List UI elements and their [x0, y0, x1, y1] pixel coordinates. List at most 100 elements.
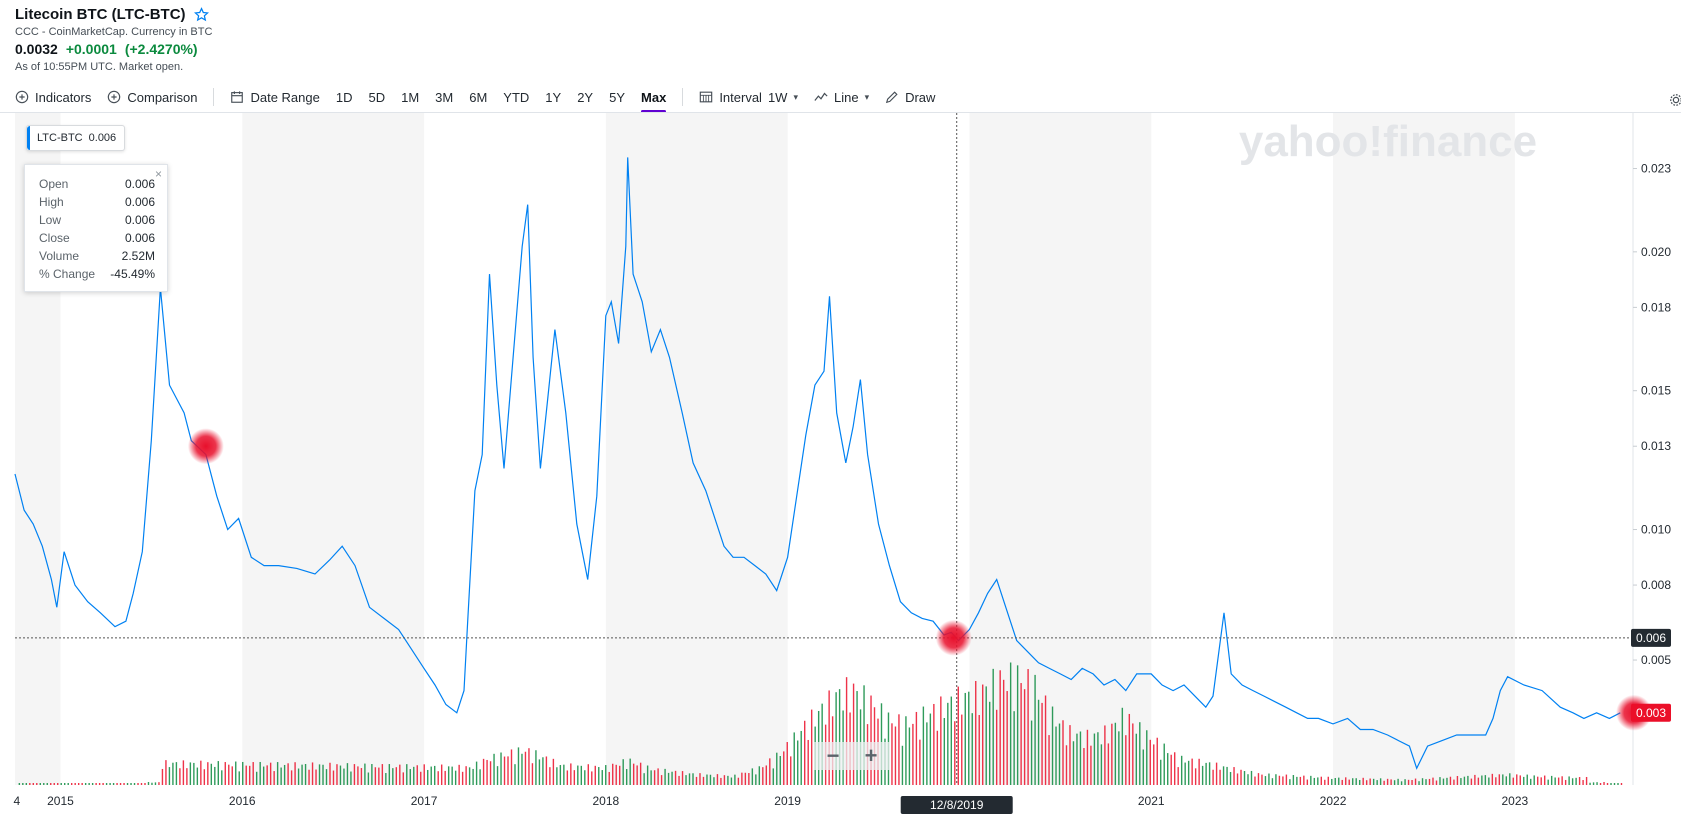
volume-bar — [409, 769, 411, 785]
volume-bar — [1285, 774, 1288, 785]
volume-bar — [318, 764, 321, 785]
volume-bar — [629, 758, 631, 785]
volume-bar — [1509, 773, 1511, 785]
volume-bar — [126, 783, 129, 785]
range-5d[interactable]: 5D — [368, 89, 386, 105]
volume-bar — [653, 770, 656, 785]
volume-bar — [1065, 745, 1068, 785]
volume-bar — [280, 767, 282, 785]
volume-bar — [734, 774, 736, 785]
volume-bar — [1484, 775, 1487, 785]
volume-bar — [769, 758, 771, 785]
volume-bar — [674, 770, 677, 785]
volume-bar — [660, 775, 663, 785]
volume-bar — [235, 761, 237, 785]
volume-bar — [406, 764, 408, 785]
volume-bar — [1044, 695, 1047, 785]
range-6m[interactable]: 6M — [469, 89, 488, 105]
volume-bar — [1058, 723, 1061, 785]
volume-bar — [1320, 776, 1322, 785]
volume-bar — [367, 772, 370, 785]
price-chart[interactable]: yahoo!finance 0.003 0.005 0.008 0.010 0.013 0.… — [0, 113, 1681, 830]
x-tick-label: 4 — [13, 794, 20, 808]
x-tick-label: 2016 — [229, 794, 256, 808]
draw-button[interactable]: Draw — [885, 90, 935, 105]
volume-bar — [737, 777, 740, 785]
volume-bar — [468, 767, 471, 785]
legend-tag[interactable]: LTC-BTC 0.006 — [26, 125, 126, 151]
volume-bar — [713, 777, 715, 785]
volume-bar — [1561, 776, 1563, 785]
range-1y[interactable]: 1Y — [545, 89, 562, 105]
date-range-button[interactable]: Date Range — [230, 90, 320, 105]
volume-bar — [908, 727, 911, 785]
page-title: Litecoin BTC (LTC-BTC) — [15, 6, 186, 23]
volume-bar — [542, 757, 544, 785]
volume-bar — [549, 767, 551, 785]
volume-bar — [228, 764, 230, 785]
volume-bar — [500, 752, 502, 785]
volume-bar — [870, 695, 872, 785]
volume-bar — [1379, 778, 1382, 785]
star-icon[interactable] — [193, 7, 209, 22]
volume-bar — [165, 760, 167, 785]
volume-bar — [1467, 775, 1469, 785]
volume-bar — [252, 762, 254, 785]
volume-bar — [200, 760, 202, 785]
volume-bar — [193, 762, 195, 785]
range-ytd[interactable]: YTD — [503, 89, 530, 105]
volume-bar — [1153, 744, 1155, 785]
volume-bar — [894, 726, 897, 785]
volume-bar — [1338, 777, 1340, 785]
volume-bar — [709, 774, 712, 785]
volume-bar — [503, 756, 506, 785]
volume-bar — [437, 771, 439, 785]
range-1d[interactable]: 1D — [335, 89, 353, 105]
comparison-button[interactable]: Comparison — [107, 90, 197, 105]
tooltip-key: Volume — [39, 249, 80, 263]
chevron-down-icon: ▾ — [793, 91, 798, 102]
range-1m[interactable]: 1M — [401, 89, 420, 105]
volume-bar — [1135, 733, 1138, 785]
indicators-button[interactable]: Indicators — [15, 90, 91, 105]
range-3m[interactable]: 3M — [435, 89, 454, 105]
x-tick-label: 2019 — [774, 794, 801, 808]
volume-bar — [231, 766, 233, 785]
zoom-out-button[interactable]: − — [826, 743, 840, 768]
volume-bar — [182, 760, 185, 785]
volume-bar — [1247, 774, 1249, 785]
volume-bar — [276, 762, 279, 785]
range-5y[interactable]: 5Y — [609, 89, 626, 105]
volume-bar — [1421, 778, 1424, 785]
volume-bar — [1072, 741, 1075, 785]
volume-bar — [968, 691, 970, 785]
volume-bar — [158, 782, 160, 785]
volume-bar — [1104, 725, 1106, 785]
volume-bar — [458, 764, 460, 785]
volume-bar — [1348, 779, 1350, 785]
volume-bar — [786, 742, 788, 785]
range-max[interactable]: Max — [641, 89, 667, 113]
volume-bar — [1167, 753, 1169, 785]
volume-bar — [29, 783, 31, 785]
volume-bar — [772, 768, 774, 785]
interval-dropdown[interactable]: Interval 1W ▾ — [699, 90, 798, 105]
volume-bar — [1125, 735, 1127, 785]
volume-bar — [622, 759, 624, 785]
volume-bar — [179, 768, 181, 785]
close-icon[interactable]: × — [154, 167, 162, 181]
range-2y[interactable]: 2Y — [577, 89, 594, 105]
volume-bar — [1372, 778, 1375, 785]
volume-bar — [140, 783, 143, 785]
volume-bar — [678, 775, 680, 785]
gear-icon[interactable] — [1669, 93, 1681, 107]
volume-bar — [290, 770, 293, 785]
volume-bar — [552, 758, 555, 785]
volume-bar — [98, 783, 101, 785]
zoom-in-button[interactable]: + — [864, 743, 878, 768]
volume-bar — [643, 773, 645, 785]
volume-bar — [53, 783, 55, 785]
chart-type-dropdown[interactable]: Line ▾ — [814, 90, 869, 105]
volume-bar — [116, 783, 118, 785]
volume-bar — [189, 762, 192, 785]
